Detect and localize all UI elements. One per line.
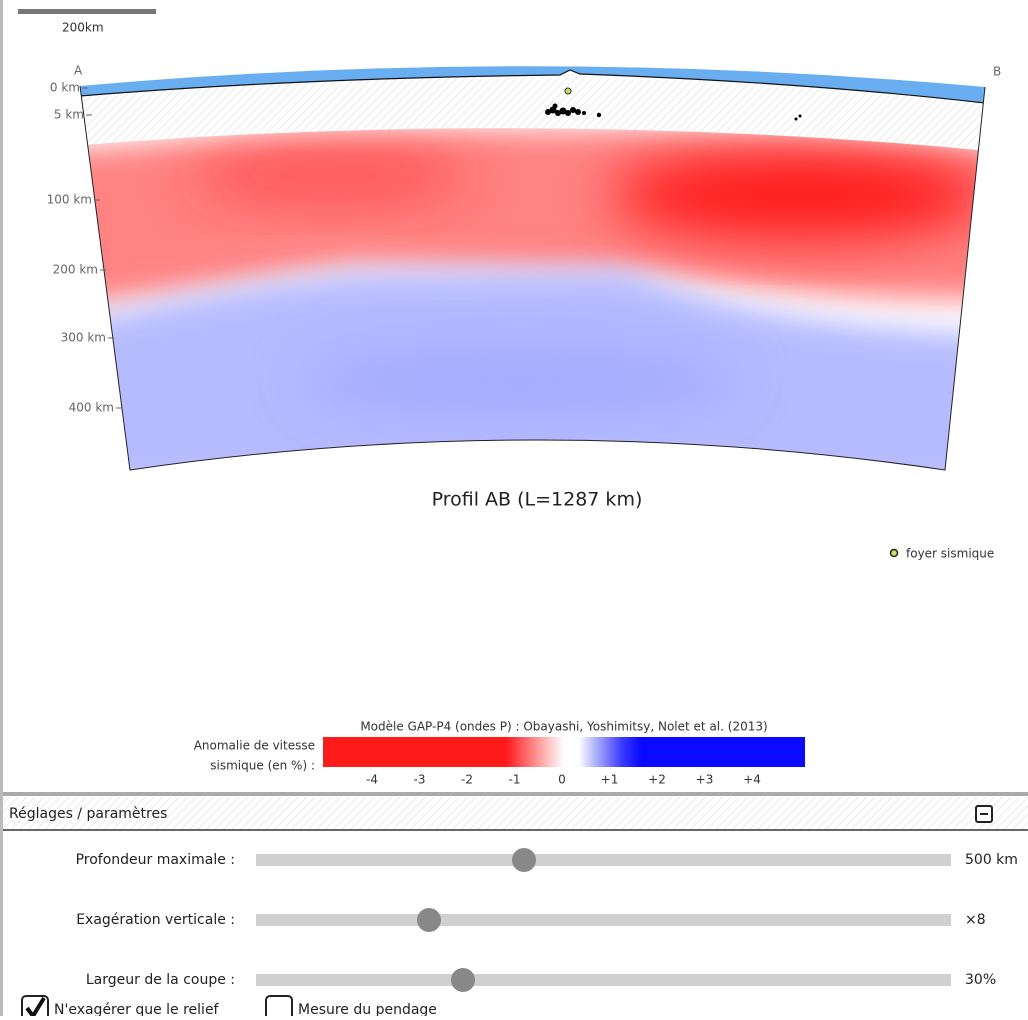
cross-section [60, 40, 1020, 490]
collapse-button[interactable] [976, 806, 992, 822]
colorbar-title: Modèle GAP-P4 (ondes P) : Obayashi, Yosh… [360, 720, 767, 734]
colorbar-tick: -2 [461, 773, 473, 787]
divider [3, 792, 1028, 796]
checkbox-label: N'exagérer que le relief [54, 1002, 220, 1016]
checkbox[interactable] [266, 996, 292, 1016]
colorbar-tick: -1 [509, 773, 521, 787]
page: {"scale_bar": {"label": "200km"}, "profi… [0, 0, 1028, 1016]
depth-label: 0 km [50, 81, 80, 95]
colorbar-label: Anomalie de vitesse [194, 739, 315, 753]
slider-label: Largeur de la coupe : [86, 972, 235, 988]
slider-value: 500 km [965, 852, 1018, 868]
colorbar-label: sismique (en %) : [210, 759, 315, 773]
slider-value: ×8 [965, 912, 986, 928]
checkbox-label: Mesure du pendage [298, 1002, 437, 1016]
colorbar [323, 737, 805, 767]
colorbar-tick: +4 [743, 773, 761, 787]
depth-label: 400 km [69, 401, 114, 415]
point-a: A [74, 64, 83, 78]
colorbar-tick: +3 [696, 773, 714, 787]
depth-label: 200 km [53, 263, 98, 277]
slider-thumb[interactable] [451, 968, 475, 992]
earthquake [565, 88, 571, 94]
app: 200km A B 0 km 5 km 100 km 200 km 300 km 400 … [0, 0, 1028, 1016]
profile-title: Profil AB (L=1287 km) [432, 489, 643, 511]
slider-thumb[interactable] [417, 908, 441, 932]
depth-label: 300 km [61, 331, 106, 345]
slider-track[interactable] [256, 974, 951, 986]
slider-label: Profondeur maximale : [76, 852, 235, 868]
colorbar-tick: 0 [558, 773, 566, 787]
slider-thumb[interactable] [512, 848, 536, 872]
point-b: B [993, 65, 1001, 79]
settings-title: Réglages / paramètres [9, 806, 167, 822]
colorbar-tick: -3 [414, 773, 426, 787]
colorbar-tick: +2 [648, 773, 666, 787]
scale-label: 200km [62, 21, 104, 35]
slider-track[interactable] [256, 914, 951, 926]
colorbar-tick: +1 [601, 773, 619, 787]
slider-label: Exagération verticale : [76, 912, 235, 928]
depth-label: 5 km [54, 108, 84, 122]
legend-marker [891, 550, 898, 557]
left-border [0, 0, 3, 1016]
legend-label: foyer sismique [906, 547, 994, 561]
colorbar-tick: -4 [366, 773, 378, 787]
slider-track[interactable] [256, 854, 951, 866]
depth-label: 100 km [47, 193, 92, 207]
slider-value: 30% [965, 972, 996, 988]
scale-bar [18, 9, 156, 14]
